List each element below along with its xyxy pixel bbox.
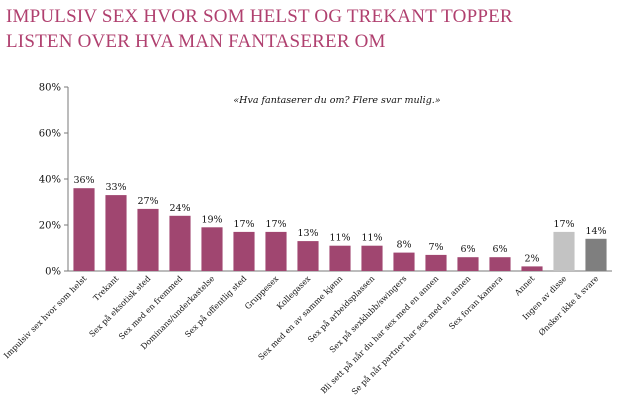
chart-annotation: «Hva fantaserer du om? Flere svar mulig.… <box>233 95 440 106</box>
value-labels: 36% 33% 27% 24% 19% 17% 17% 13% 11% 11% 8% 7% 6% 6% 2%… <box>73 175 606 264</box>
bar <box>361 245 383 271</box>
bar <box>329 245 351 271</box>
x-tick-label: Sex på eksotisk sted <box>88 274 153 339</box>
bar-value-label: 8% <box>396 240 411 251</box>
bar-value-label: 13% <box>297 228 318 239</box>
bar <box>265 231 287 271</box>
bar <box>137 208 159 271</box>
bar-value-label: 27% <box>137 196 158 207</box>
bar-value-label: 33% <box>105 182 126 193</box>
bar <box>201 227 223 271</box>
bar-value-label: 17% <box>553 219 574 230</box>
x-tick-label: Ønsker ikke å svare <box>537 274 601 338</box>
x-tick-label: Impulsiv sex hvor som helst <box>2 273 89 360</box>
bar-value-label: 7% <box>428 242 443 253</box>
bar-value-label: 6% <box>492 244 507 255</box>
bar-value-label: 11% <box>361 233 382 244</box>
y-tick-label: 60% <box>39 129 61 140</box>
y-tick-label: 40% <box>39 175 61 186</box>
bar-value-label: 14% <box>585 226 606 237</box>
bars <box>73 188 607 271</box>
x-tick-label: Sex på offentlig sted <box>183 274 248 339</box>
y-tick-label: 0% <box>45 267 61 278</box>
bar-value-label: 17% <box>233 219 254 230</box>
bar <box>169 215 191 271</box>
bar-value-label: 19% <box>201 214 222 225</box>
chart-title: IMPULSIV SEX HVOR SOM HELST OG TREKANT T… <box>6 4 616 54</box>
bar-value-label: 17% <box>265 219 286 230</box>
x-tick-label: Trekant <box>92 274 121 303</box>
bar-value-label: 24% <box>169 203 190 214</box>
bar-value-label: 36% <box>73 175 94 186</box>
bar <box>105 195 127 271</box>
bar <box>297 241 319 271</box>
bar <box>233 231 255 271</box>
bar <box>489 257 511 271</box>
bar <box>73 188 95 271</box>
x-tick-label: Sex foran kamera <box>447 274 504 331</box>
bar <box>393 252 415 271</box>
bar-value-label: 2% <box>524 253 539 264</box>
y-tick-label: 20% <box>39 221 61 232</box>
x-tick-label: Se på når partner har sex med en annen <box>350 274 472 396</box>
bar <box>425 254 447 271</box>
x-tick-label: Sex med en fremmed <box>117 274 184 341</box>
x-tick-label: Annet <box>512 273 537 298</box>
x-tick-label: Bli sett på når du har sex med en annen <box>319 274 440 395</box>
bar <box>457 257 479 271</box>
bar <box>553 231 575 271</box>
bar <box>585 238 607 271</box>
bar <box>521 266 543 271</box>
y-tick-label: 80% <box>39 83 61 94</box>
bar-value-label: 6% <box>460 244 475 255</box>
bar-value-label: 11% <box>329 233 350 244</box>
chart-title-line-1: IMPULSIV SEX HVOR SOM HELST OG TREKANT T… <box>6 6 513 27</box>
chart-title-line-2: LISTEN OVER HVA MAN FANTASERER OM <box>6 31 386 52</box>
